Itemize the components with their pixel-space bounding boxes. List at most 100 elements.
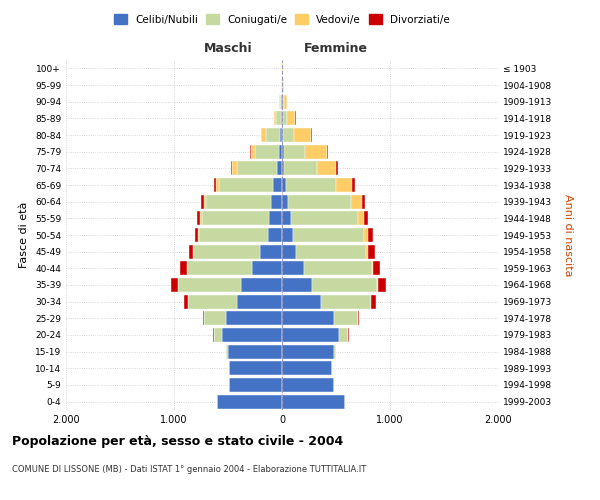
Bar: [197, 211, 200, 226]
Bar: [199, 228, 268, 242]
Bar: [339, 328, 348, 342]
Bar: [286, 178, 336, 192]
Bar: [282, 144, 284, 159]
Bar: [321, 294, 371, 308]
Bar: [241, 278, 282, 292]
Bar: [184, 294, 188, 308]
Bar: [282, 278, 312, 292]
Bar: [277, 162, 282, 175]
Bar: [282, 228, 293, 242]
Bar: [280, 94, 281, 109]
Bar: [214, 178, 216, 192]
Bar: [226, 344, 228, 359]
Bar: [203, 311, 204, 326]
Bar: [293, 228, 364, 242]
Y-axis label: Anni di nascita: Anni di nascita: [563, 194, 573, 276]
Bar: [262, 128, 266, 142]
Bar: [282, 328, 339, 342]
Bar: [284, 144, 305, 159]
Bar: [282, 361, 332, 376]
Bar: [336, 178, 352, 192]
Bar: [260, 244, 282, 259]
Bar: [373, 261, 380, 276]
Bar: [206, 194, 271, 209]
Bar: [312, 278, 377, 292]
Text: Femmine: Femmine: [304, 42, 368, 55]
Bar: [180, 261, 187, 276]
Bar: [282, 211, 290, 226]
Bar: [282, 112, 283, 126]
Bar: [178, 278, 241, 292]
Bar: [364, 211, 368, 226]
Bar: [202, 211, 269, 226]
Bar: [358, 211, 364, 226]
Bar: [251, 144, 255, 159]
Bar: [217, 394, 282, 409]
Bar: [283, 112, 287, 126]
Bar: [283, 94, 284, 109]
Bar: [284, 94, 287, 109]
Bar: [236, 162, 277, 175]
Bar: [229, 361, 282, 376]
Bar: [188, 244, 193, 259]
Bar: [214, 328, 221, 342]
Bar: [255, 144, 279, 159]
Bar: [200, 211, 202, 226]
Bar: [282, 311, 334, 326]
Bar: [201, 194, 204, 209]
Bar: [290, 211, 358, 226]
Bar: [371, 261, 373, 276]
Bar: [282, 294, 321, 308]
Bar: [336, 162, 338, 175]
Bar: [188, 294, 236, 308]
Bar: [216, 178, 220, 192]
Bar: [351, 194, 362, 209]
Bar: [282, 344, 334, 359]
Bar: [294, 128, 311, 142]
Bar: [377, 278, 386, 292]
Bar: [204, 194, 206, 209]
Bar: [279, 144, 282, 159]
Bar: [364, 228, 368, 242]
Bar: [366, 244, 368, 259]
Bar: [187, 261, 252, 276]
Bar: [230, 162, 232, 175]
Bar: [282, 244, 296, 259]
Bar: [274, 178, 282, 192]
Bar: [282, 394, 344, 409]
Bar: [220, 178, 274, 192]
Bar: [352, 178, 355, 192]
Bar: [282, 178, 286, 192]
Y-axis label: Fasce di età: Fasce di età: [19, 202, 29, 268]
Bar: [282, 378, 334, 392]
Bar: [317, 162, 336, 175]
Bar: [289, 194, 351, 209]
Bar: [268, 228, 282, 242]
Bar: [250, 144, 251, 159]
Bar: [368, 228, 373, 242]
Bar: [282, 162, 284, 175]
Bar: [282, 261, 304, 276]
Bar: [282, 194, 289, 209]
Bar: [304, 261, 371, 276]
Bar: [280, 128, 282, 142]
Bar: [282, 128, 283, 142]
Text: COMUNE DI LISSONE (MB) - Dati ISTAT 1° gennaio 2004 - Elaborazione TUTTITALIA.IT: COMUNE DI LISSONE (MB) - Dati ISTAT 1° g…: [12, 465, 366, 474]
Bar: [170, 278, 178, 292]
Bar: [204, 311, 226, 326]
Bar: [283, 128, 294, 142]
Bar: [221, 328, 282, 342]
Bar: [226, 311, 282, 326]
Bar: [228, 344, 282, 359]
Bar: [236, 294, 282, 308]
Bar: [193, 244, 260, 259]
Bar: [284, 162, 317, 175]
Bar: [362, 194, 365, 209]
Bar: [271, 194, 282, 209]
Bar: [266, 128, 280, 142]
Bar: [334, 311, 358, 326]
Bar: [283, 78, 284, 92]
Bar: [229, 378, 282, 392]
Bar: [296, 244, 366, 259]
Legend: Celibi/Nubili, Coniugati/e, Vedovi/e, Divorziati/e: Celibi/Nubili, Coniugati/e, Vedovi/e, Di…: [110, 10, 454, 29]
